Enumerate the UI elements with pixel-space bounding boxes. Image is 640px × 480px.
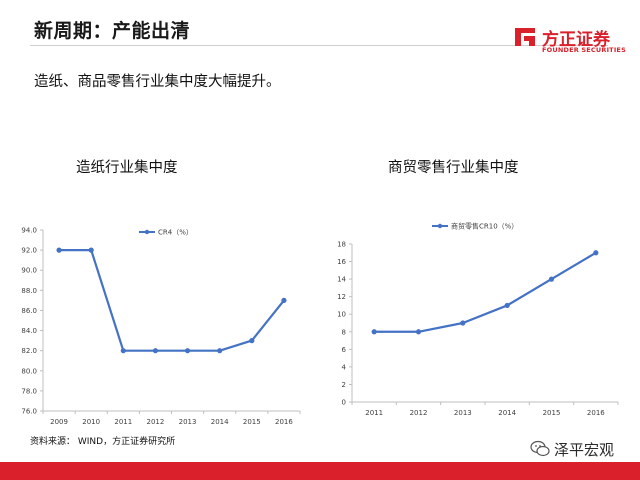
data-point	[371, 329, 377, 335]
legend-label: 商贸零售CR10（%）	[451, 222, 518, 231]
legend-marker	[144, 229, 150, 235]
slide-subtitle: 造纸、商品零售行业集中度大幅提升。	[34, 74, 281, 90]
data-point	[281, 297, 287, 303]
chart-title-retail: 商贸零售行业集中度	[388, 160, 519, 176]
logo-text-cn: 方正证券	[542, 30, 610, 50]
legend-label: CR4（%）	[158, 229, 193, 237]
source-note: 资料来源： WIND，方正证券研究所	[30, 437, 176, 447]
data-point	[415, 329, 422, 335]
founder-logo-icon	[515, 28, 535, 46]
data-point	[460, 320, 466, 326]
chart-title-paper: 造纸行业集中度	[76, 160, 178, 176]
company-logo: 方正证券 FOUNDER SECURITIES	[512, 22, 632, 62]
y-tick-label: 14	[337, 276, 346, 284]
x-tick-label: 2012	[147, 418, 165, 426]
series-line	[59, 249, 285, 352]
legend-marker	[437, 223, 443, 229]
y-tick-label: 82.0	[21, 347, 37, 355]
data-point	[88, 247, 94, 253]
y-tick-label: 16	[337, 258, 346, 266]
data-point	[152, 348, 159, 354]
y-tick-label: 10	[337, 311, 346, 319]
y-tick-label: 78.0	[21, 387, 37, 395]
y-tick-label: 76.0	[21, 408, 37, 416]
y-tick-label: 88.0	[21, 287, 37, 295]
x-tick-label: 2009	[50, 418, 68, 426]
data-point	[593, 250, 599, 256]
y-tick-label: 4	[342, 363, 347, 371]
data-point	[217, 348, 223, 354]
x-tick-label: 2014	[211, 418, 229, 426]
x-tick-label: 2013	[179, 418, 197, 426]
x-tick-label: 2011	[365, 409, 383, 417]
y-tick-label: 12	[337, 293, 346, 301]
x-tick-label: 2015	[243, 418, 261, 426]
series-line	[374, 251, 597, 333]
y-tick-label: 86.0	[21, 307, 37, 315]
y-tick-label: 0	[342, 399, 346, 407]
y-tick-label: 80.0	[21, 367, 37, 375]
wechat-icon	[530, 440, 550, 457]
y-tick-label: 84.0	[21, 327, 37, 335]
y-tick-label: 18	[337, 241, 346, 249]
data-point	[548, 276, 555, 282]
data-point	[120, 348, 126, 354]
data-point	[504, 302, 510, 309]
x-tick-label: 2016	[587, 409, 605, 417]
x-tick-label: 2012	[410, 409, 428, 417]
watermark-text: 泽平宏观	[554, 441, 615, 459]
wechat-watermark: 泽平宏观	[530, 438, 640, 460]
y-tick-label: 92.0	[21, 247, 37, 255]
data-point	[249, 338, 255, 344]
x-tick-label: 2015	[543, 409, 561, 417]
page-title: 新周期：产能出清	[34, 20, 191, 42]
y-tick-label: 2	[342, 381, 346, 389]
header-divider	[30, 45, 608, 46]
x-tick-label: 2016	[275, 418, 293, 426]
y-tick-label: 6	[342, 346, 347, 354]
x-tick-label: 2010	[82, 418, 100, 426]
y-tick-label: 90.0	[21, 267, 37, 275]
data-point	[56, 247, 62, 253]
footer-bar	[0, 462, 640, 480]
logo-text-en: FOUNDER SECURITIES	[542, 46, 626, 54]
x-tick-label: 2014	[498, 409, 516, 417]
x-tick-label: 2011	[114, 418, 132, 426]
y-tick-label: 94.0	[21, 227, 37, 235]
x-tick-label: 2013	[454, 409, 472, 417]
y-tick-label: 8	[342, 328, 346, 336]
data-point	[184, 348, 191, 354]
